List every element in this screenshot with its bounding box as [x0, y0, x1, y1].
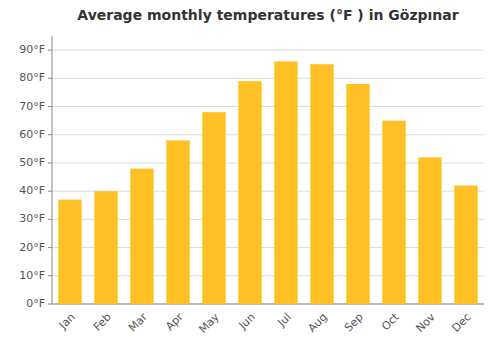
grid-line: [52, 50, 484, 51]
bar: [454, 186, 477, 304]
y-tick: [48, 275, 52, 276]
x-tick-label: Aug: [305, 311, 329, 335]
y-tick-label: 0°F: [26, 297, 45, 310]
bar: [346, 84, 369, 304]
bar: [418, 157, 441, 304]
bar: [382, 121, 405, 304]
y-tick-label: 70°F: [19, 100, 45, 113]
x-tick-label: Dec: [450, 311, 474, 335]
y-tick: [48, 247, 52, 248]
y-tick-label: 40°F: [19, 184, 45, 197]
title: Average monthly temperatures (°F ) in Gö…: [77, 7, 458, 23]
y-tick: [48, 78, 52, 79]
bar: [202, 112, 225, 304]
bars: [58, 61, 477, 304]
x-tick-label: Feb: [91, 311, 114, 334]
y-axis-line: [52, 36, 53, 304]
bar: [310, 64, 333, 304]
grid: [52, 50, 484, 304]
y-tick: [48, 50, 52, 51]
x-tick-label: May: [196, 310, 222, 336]
x-tick-label: Nov: [413, 310, 438, 335]
x-tick-label: Jan: [56, 311, 78, 333]
bar: [94, 191, 117, 304]
bar: [166, 140, 189, 304]
y-tick: [48, 191, 52, 192]
grid-line: [52, 106, 484, 107]
y-tick: [48, 219, 52, 220]
y-tick: [48, 162, 52, 163]
y-tick-label: 60°F: [19, 128, 45, 141]
x-tick-label: Oct: [379, 310, 402, 333]
y-tick: [48, 304, 52, 305]
x-tick-label: Apr: [163, 310, 186, 333]
bar: [130, 169, 153, 304]
x-tick-label: Jun: [236, 311, 258, 333]
y-ticks: 0°F 10°F 20°F 30°F 40°F 50°F 60°F 70°F 80°F 90°F: [19, 43, 52, 310]
grid-line: [52, 134, 484, 135]
x-tick-label: Jul: [274, 311, 293, 330]
y-tick: [48, 134, 52, 135]
x-tick-label: Sep: [342, 311, 366, 335]
x-tick-label: Mar: [126, 310, 150, 334]
grid-line: [52, 78, 484, 79]
chart-svg: 0°F 10°F 20°F 30°F 40°F 50°F 60°F 70°F 80°F 90°F J…: [0, 0, 500, 350]
y-tick-label: 50°F: [19, 156, 45, 169]
bar: [274, 61, 297, 304]
y-tick-label: 80°F: [19, 71, 45, 84]
chart-container: 0°F 10°F 20°F 30°F 40°F 50°F 60°F 70°F 80°F 90°F J…: [0, 0, 500, 350]
y-tick-label: 90°F: [19, 43, 45, 56]
y-tick-label: 20°F: [19, 241, 45, 254]
y-tick: [48, 106, 52, 107]
y-tick-label: 30°F: [19, 212, 45, 225]
x-ticks: Jan Feb Mar Apr May Jun Jul Aug Sep Oct Nov Dec: [56, 310, 474, 336]
bar: [238, 81, 261, 304]
bar: [58, 200, 81, 304]
y-tick-label: 10°F: [19, 269, 45, 282]
